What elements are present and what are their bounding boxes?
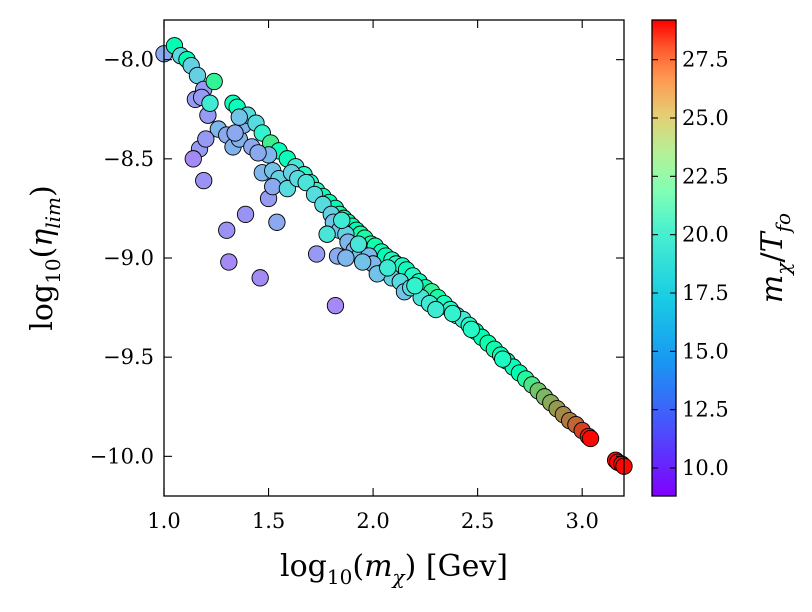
y-axis: −8.0 −8.5 −9.0 −9.5 −10.0 [90, 48, 624, 468]
y-axis-label: log10(ηlim) [25, 185, 65, 331]
data-point [427, 300, 445, 319]
data-point [406, 277, 424, 295]
data-point [220, 253, 238, 271]
data-point [201, 94, 219, 112]
data-point [226, 124, 244, 142]
x-tick-label: 2.0 [356, 509, 389, 533]
colorbar [651, 19, 677, 497]
data-point [184, 150, 202, 168]
data-point [205, 72, 223, 91]
y-tick-label: −8.5 [103, 147, 154, 171]
data-point [197, 130, 215, 148]
colorbar-tick-label: 25.0 [682, 106, 729, 130]
data-point [318, 225, 336, 243]
scatter-points [155, 37, 633, 475]
data-point [218, 221, 236, 239]
data-point [297, 173, 315, 192]
y-tick-label: −10.0 [90, 444, 154, 468]
data-point [230, 108, 248, 126]
data-point [268, 213, 286, 231]
data-point [236, 205, 255, 224]
data-point [251, 269, 269, 287]
colorbar-tick-label: 12.5 [682, 398, 729, 422]
x-tick-label: 1.0 [147, 509, 180, 533]
data-point [337, 249, 355, 267]
colorbar-tick-label: 10.0 [682, 456, 729, 480]
colorbar-axis: 10.0 12.5 15.0 17.5 20.0 22.5 25.0 27.5 [652, 48, 729, 480]
x-tick-label: 1.5 [252, 509, 285, 533]
colorbar-tick-label: 15.0 [682, 339, 729, 363]
colorbar-tick-label: 22.5 [682, 164, 729, 188]
data-point [264, 177, 282, 196]
colorbar-tick-label: 17.5 [682, 281, 729, 305]
data-point [581, 429, 600, 448]
data-point [307, 245, 326, 263]
data-point [249, 144, 267, 162]
y-tick-label: −8.0 [103, 48, 154, 72]
x-tick-label: 3.0 [565, 509, 598, 533]
x-tick-label: 2.5 [461, 509, 494, 533]
y-tick-label: −9.5 [103, 345, 154, 369]
colorbar-tick-label: 20.0 [682, 223, 729, 247]
x-axis-label: log10(mχ) [Gev] [280, 549, 508, 589]
data-point [349, 235, 368, 253]
data-point [494, 350, 512, 368]
data-point [326, 296, 345, 315]
data-point [195, 171, 213, 190]
colorbar-tick-label: 27.5 [682, 48, 729, 72]
data-point [379, 259, 397, 277]
y-tick-label: −9.0 [103, 246, 154, 270]
x-axis: 1.0 1.5 2.0 2.5 3.0 [147, 20, 599, 533]
data-point [443, 304, 462, 323]
data-point [333, 211, 351, 229]
data-point [353, 253, 372, 271]
data-point [462, 320, 481, 339]
colorbar-label: mχ/Tfo [755, 213, 795, 303]
